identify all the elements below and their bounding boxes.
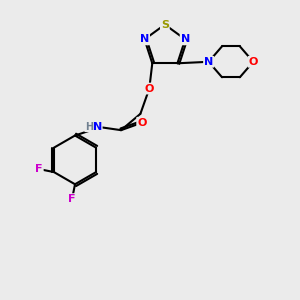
Text: N: N — [140, 34, 149, 44]
Text: N: N — [181, 34, 190, 44]
Text: O: O — [145, 83, 154, 94]
Text: N: N — [204, 57, 213, 67]
Text: F: F — [68, 194, 76, 204]
Text: S: S — [161, 20, 169, 30]
Text: N: N — [93, 122, 102, 132]
Text: F: F — [35, 164, 43, 174]
Text: O: O — [137, 118, 147, 128]
Text: H: H — [85, 122, 93, 132]
Text: O: O — [248, 57, 258, 67]
